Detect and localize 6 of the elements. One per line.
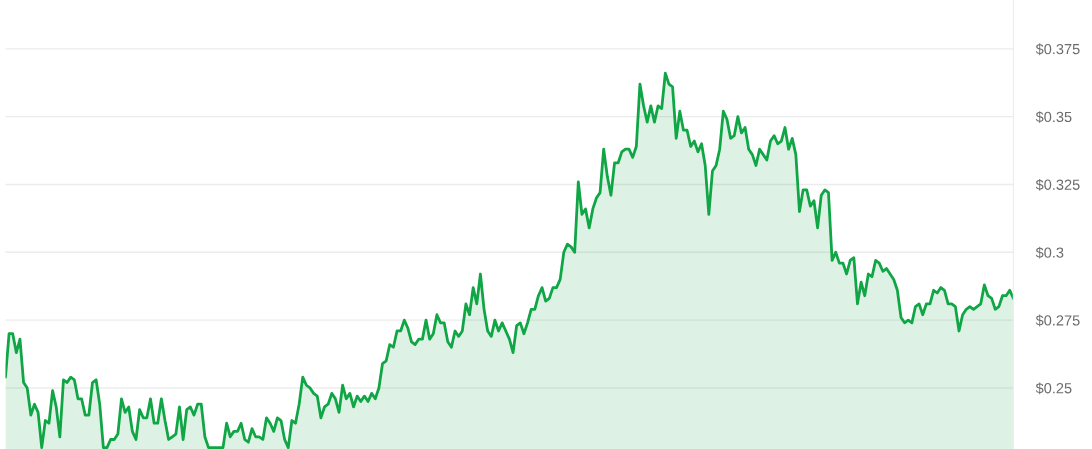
y-tick-label: $0.325	[1035, 178, 1080, 191]
y-tick-label: $0.35	[1035, 111, 1072, 123]
y-tick-label: $0.3	[1035, 246, 1064, 259]
y-tick-label: $0.275	[1035, 314, 1080, 327]
y-tick-label: $0.375	[1035, 43, 1080, 56]
y-tick-label: $0.25	[1035, 382, 1072, 395]
